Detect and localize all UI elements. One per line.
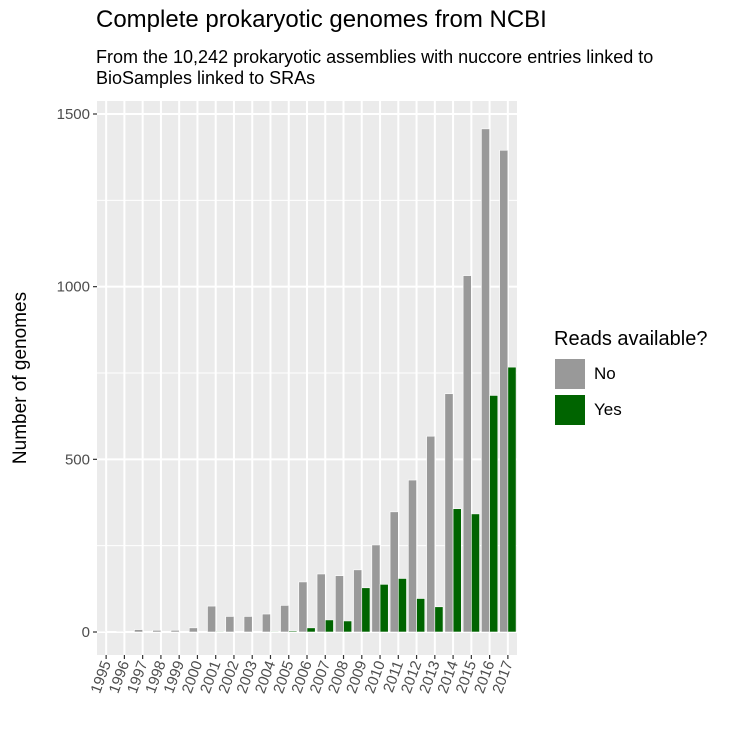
bar-yes-2012 <box>416 598 426 633</box>
bars <box>97 128 517 633</box>
bar-no-2000 <box>188 627 198 633</box>
y-tick-label: 0 <box>82 624 90 641</box>
bar-yes-2007 <box>324 619 334 633</box>
y-tick-label: 500 <box>65 451 90 468</box>
bar-no-2011 <box>389 511 399 633</box>
bar-yes-2005 <box>288 630 298 633</box>
bar-yes-2015 <box>471 513 480 633</box>
bar-no-2006 <box>298 581 308 633</box>
bar-yes-2011 <box>398 578 407 633</box>
bar-yes-2010 <box>379 584 389 633</box>
bar-yes-2004 <box>270 631 279 633</box>
legend-key-no <box>554 358 586 390</box>
bar-no-1999 <box>170 629 180 633</box>
bar-no-2004 <box>261 613 271 633</box>
bar-yes-2017 <box>507 366 517 633</box>
bar-no-1996 <box>115 631 125 633</box>
bar-no-2007 <box>316 573 326 633</box>
y-axis-label: Number of genomes <box>10 292 31 464</box>
bar-yes-2008 <box>343 620 353 633</box>
bar-no-1997 <box>134 629 143 633</box>
bar-yes-2001 <box>215 631 225 633</box>
chart-subtitle: From the 10,242 prokaryotic assemblies w… <box>96 47 654 88</box>
y-tick-label: 1000 <box>57 279 90 296</box>
bar-no-2013 <box>426 435 436 633</box>
bar-no-2015 <box>462 275 472 633</box>
y-tick-label: 1500 <box>57 106 90 123</box>
bar-no-2012 <box>408 479 417 633</box>
bar-no-2008 <box>335 575 344 633</box>
bar-no-2010 <box>371 544 381 633</box>
bar-no-2003 <box>243 616 253 633</box>
bar-yes-2009 <box>361 587 371 633</box>
chart-title: Complete prokaryotic genomes from NCBI <box>96 6 547 33</box>
bar-no-1995 <box>97 631 107 633</box>
legend-label-no: No <box>594 364 616 383</box>
bar-yes-2006 <box>306 627 316 633</box>
legend-label-yes: Yes <box>594 400 622 419</box>
bar-yes-2014 <box>452 508 462 633</box>
bar-yes-2013 <box>434 606 444 633</box>
y-axis: 0 500 1000 1500 <box>57 106 97 641</box>
legend-item-no: No <box>554 357 616 391</box>
bar-yes-2016 <box>489 395 499 633</box>
bar-no-1998 <box>152 629 162 633</box>
bar-no-2009 <box>353 569 363 633</box>
bar-no-2014 <box>444 393 454 633</box>
legend-title: Reads available? <box>554 328 708 350</box>
legend-item-yes: Yes <box>554 393 622 427</box>
legend-key-yes <box>554 394 586 426</box>
bar-no-2001 <box>207 605 216 633</box>
bar-no-2005 <box>280 605 290 633</box>
bar-no-2017 <box>499 149 509 633</box>
bar-no-2002 <box>225 616 235 633</box>
bar-no-2016 <box>481 128 490 633</box>
x-axis: 1995199619971998199920002001200220032004… <box>87 655 517 696</box>
